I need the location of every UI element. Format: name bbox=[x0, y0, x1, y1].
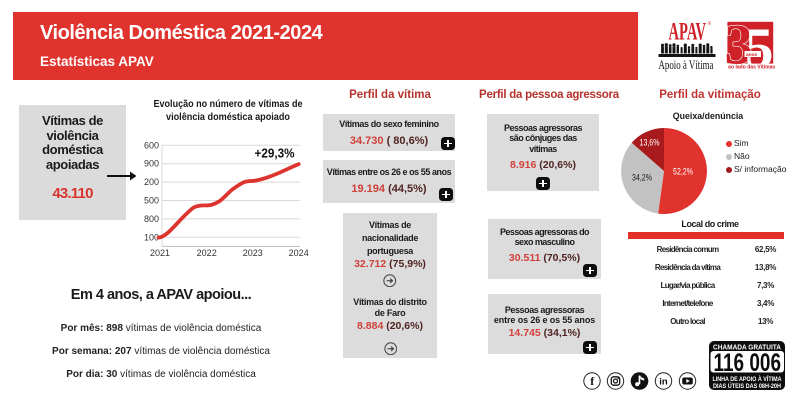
svg-text:CHAMADA GRATUITA: CHAMADA GRATUITA bbox=[713, 344, 781, 351]
svg-text:34,2%: 34,2% bbox=[632, 171, 652, 182]
svg-text:3: 3 bbox=[726, 18, 753, 74]
svg-text:+29,3%: +29,3% bbox=[255, 146, 295, 161]
svg-text:2022: 2022 bbox=[197, 248, 217, 258]
svg-text:2024: 2024 bbox=[289, 248, 309, 258]
svg-text:5: 5 bbox=[745, 18, 774, 74]
svg-text:100: 100 bbox=[144, 232, 159, 242]
svg-text:52,2%: 52,2% bbox=[673, 165, 693, 176]
svg-text:13,6%: 13,6% bbox=[640, 136, 660, 147]
svg-text:600: 600 bbox=[144, 140, 159, 150]
svg-text:anos: anos bbox=[746, 53, 758, 58]
svg-text:®: ® bbox=[708, 21, 712, 27]
svg-text:Evolução no número de vítimas: Evolução no número de vítimas de bbox=[154, 99, 303, 110]
svg-text:LINHA DE APOIO À VÍTIMA: LINHA DE APOIO À VÍTIMA bbox=[713, 375, 783, 383]
svg-text:900: 900 bbox=[144, 159, 159, 169]
svg-text:500: 500 bbox=[144, 196, 159, 206]
svg-text:2021: 2021 bbox=[150, 248, 170, 258]
svg-text:800: 800 bbox=[144, 214, 159, 224]
svg-text:2023: 2023 bbox=[243, 248, 263, 258]
svg-text:Apoio à Vítima: Apoio à Vítima bbox=[659, 58, 714, 72]
svg-text:f: f bbox=[590, 374, 595, 388]
svg-text:DIAS ÚTEIS DAS 08H-20H: DIAS ÚTEIS DAS 08H-20H bbox=[713, 383, 781, 390]
svg-text:116 006: 116 006 bbox=[714, 349, 782, 377]
svg-text:ao lado das Vítimas: ao lado das Vítimas bbox=[728, 65, 775, 71]
svg-text:violência doméstica apoiado: violência doméstica apoiado bbox=[166, 112, 290, 123]
svg-text:200: 200 bbox=[144, 177, 159, 187]
svg-text:in: in bbox=[659, 377, 668, 388]
svg-text:APAV: APAV bbox=[669, 19, 707, 46]
